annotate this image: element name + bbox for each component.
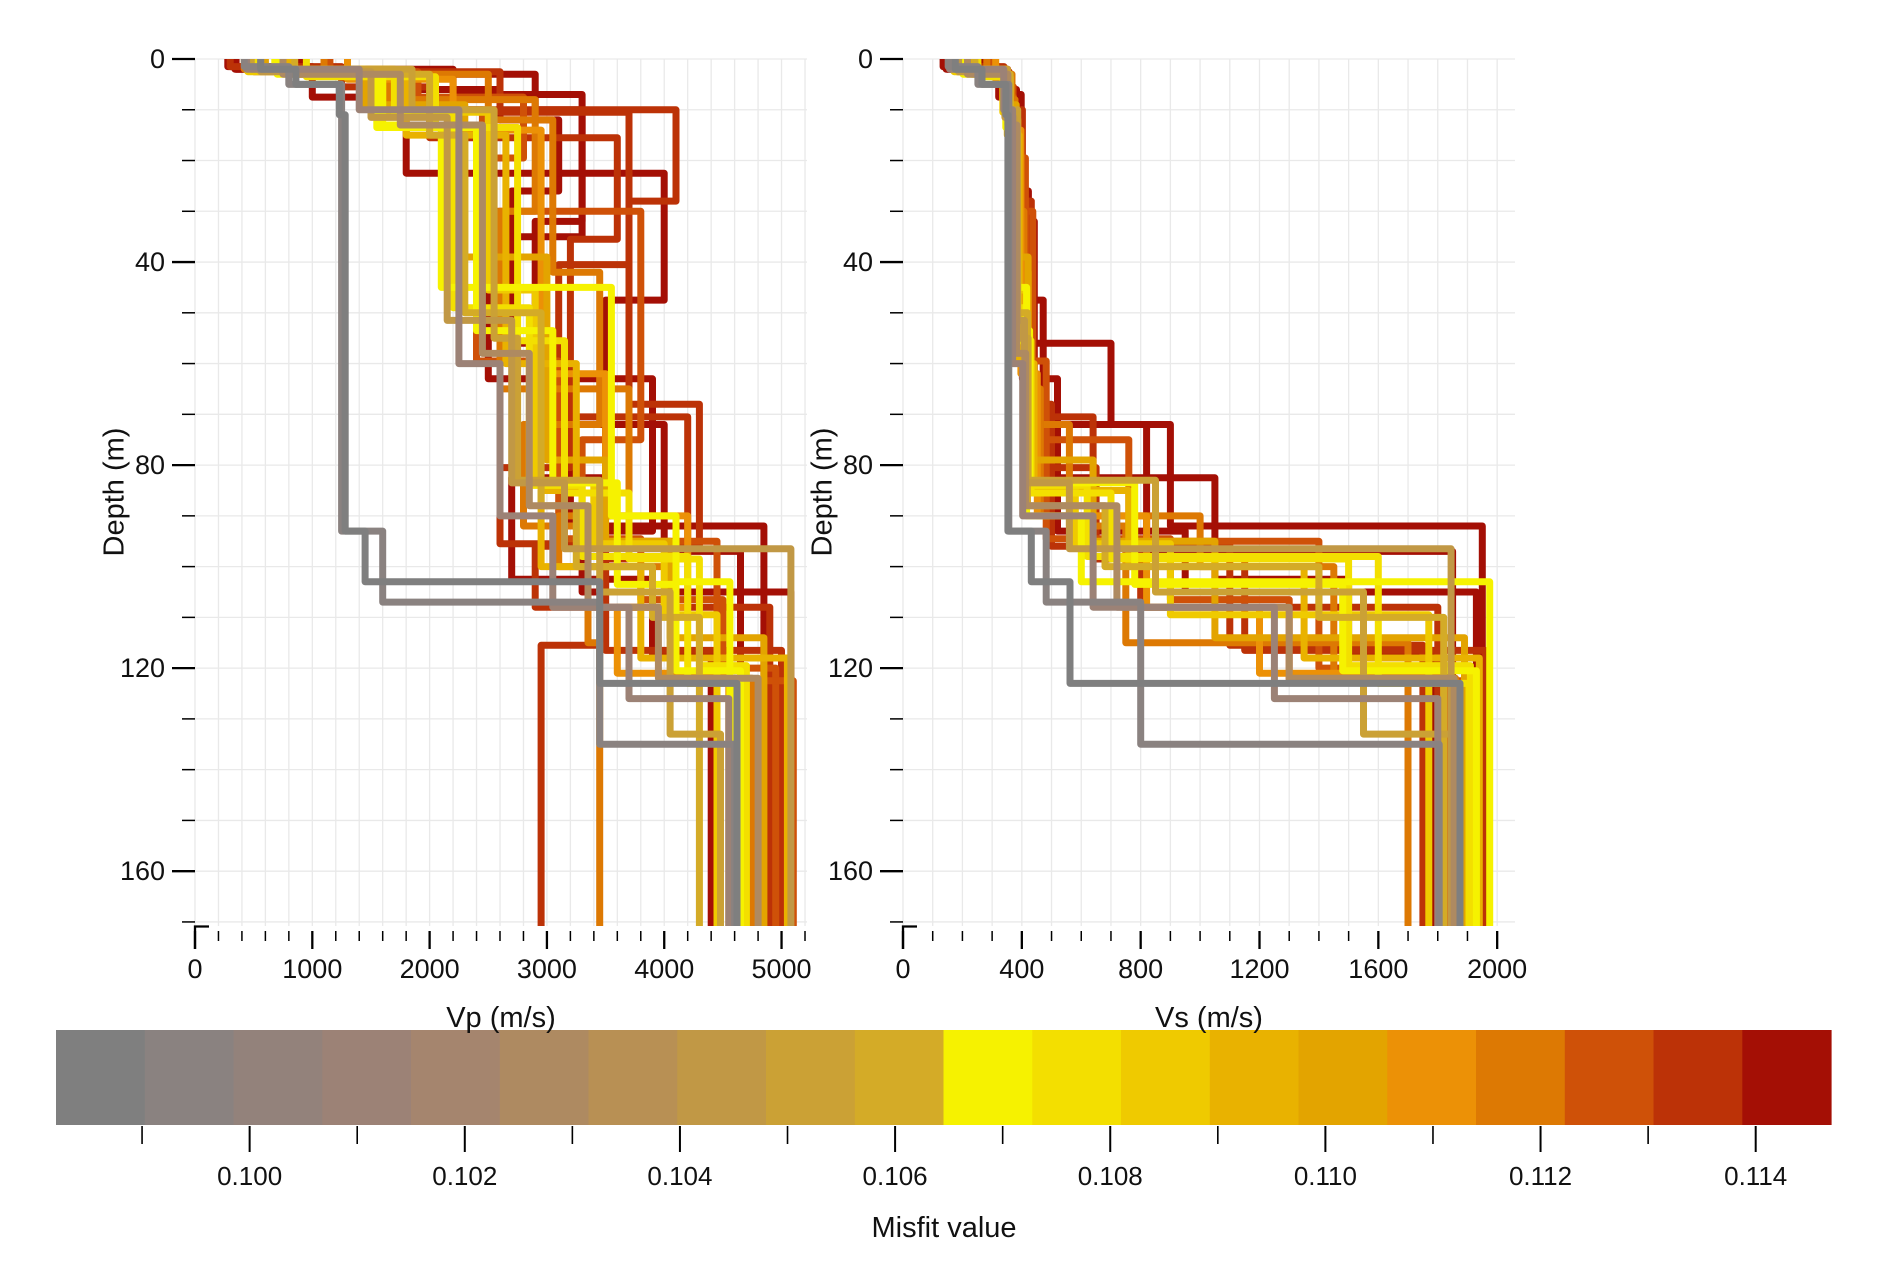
colorbar-tick-label: 0.100	[217, 1161, 282, 1191]
vs-axis-title: Vs (m/s)	[1155, 1002, 1263, 1034]
vp-depth-axis-title: Depth (m)	[98, 427, 131, 557]
colorbar-segment	[322, 1030, 412, 1125]
vs-depth-tick-label: 120	[828, 653, 873, 683]
vp-depth-tick-label: 120	[120, 653, 165, 683]
vp-model-line	[257, 59, 741, 926]
colorbar-tick-label: 0.102	[432, 1161, 497, 1191]
vs-axis-corner	[901, 925, 917, 949]
colorbar-segment	[499, 1030, 590, 1125]
vs-depth-tick-label: 160	[828, 856, 873, 886]
vp-model-line	[320, 59, 604, 926]
vp-model-line	[224, 59, 715, 926]
vp-axis-corner	[193, 925, 209, 949]
colorbar-tick-label: 0.106	[863, 1161, 928, 1191]
colorbar-segment	[56, 1030, 146, 1125]
vp-model-line	[247, 59, 724, 926]
colorbar-tick-label: 0.108	[1078, 1161, 1143, 1191]
vs-depth-tick-label: 40	[843, 247, 873, 277]
vp-x-tick-label: 2000	[400, 954, 460, 984]
colorbar-segment	[588, 1030, 678, 1125]
vp-depth-tick-label: 40	[135, 247, 165, 277]
colorbar-segment	[1121, 1030, 1211, 1125]
vs-depth-axis-title: Depth (m)	[806, 427, 839, 557]
vs-x-tick-label: 2000	[1467, 954, 1527, 984]
colorbar-segment	[233, 1030, 323, 1125]
vp-depth-tick-label: 0	[150, 44, 165, 74]
colorbar-segment	[1209, 1030, 1300, 1125]
colorbar-tick-label: 0.110	[1294, 1161, 1357, 1191]
colorbar-title: Misfit value	[871, 1212, 1017, 1244]
vp-x-tick-label: 4000	[634, 954, 694, 984]
vs-depth-tick-label: 80	[843, 450, 873, 480]
vs-x-tick-label: 1200	[1229, 954, 1289, 984]
colorbar-tick-label: 0.112	[1509, 1161, 1572, 1191]
vs-depth-tick-label: 0	[858, 44, 873, 74]
vs-x-tick-label: 0	[895, 954, 910, 984]
vp-x-tick-label: 1000	[282, 954, 342, 984]
colorbar-segment	[677, 1030, 767, 1125]
colorbar-segment	[411, 1030, 501, 1125]
vp-model-line	[271, 59, 744, 926]
vs-model-line	[951, 59, 1464, 926]
vs-x-tick-label: 800	[1118, 954, 1163, 984]
colorbar-segment	[943, 1030, 1033, 1125]
colorbar-segment	[766, 1030, 856, 1125]
colorbar-segment	[1387, 1030, 1477, 1125]
colorbar-segment	[144, 1030, 235, 1125]
vp-model-line	[285, 59, 791, 926]
colorbar-segment	[1564, 1030, 1655, 1125]
vp-depth-tick-label: 80	[135, 450, 165, 480]
vp-x-tick-label: 0	[187, 954, 202, 984]
vp-depth-tick-label: 160	[120, 856, 165, 886]
colorbar-segment	[1032, 1030, 1122, 1125]
colorbar-segment	[1653, 1030, 1743, 1125]
vp-x-tick-label: 5000	[752, 954, 812, 984]
vp-axis-title: Vp (m/s)	[446, 1002, 556, 1034]
colorbar-segment	[854, 1030, 945, 1125]
vp-x-tick-label: 3000	[517, 954, 577, 984]
vp-model-line	[279, 59, 762, 926]
vs-x-tick-label: 400	[999, 954, 1044, 984]
vp-model-line	[344, 59, 733, 926]
colorbar-segment	[1476, 1030, 1566, 1125]
colorbar-tick-label: 0.114	[1724, 1161, 1787, 1191]
colorbar-tick-label: 0.104	[647, 1161, 712, 1191]
colorbar-segment	[1742, 1030, 1832, 1125]
colorbar-segment	[1298, 1030, 1388, 1125]
vs-x-tick-label: 1600	[1348, 954, 1408, 984]
